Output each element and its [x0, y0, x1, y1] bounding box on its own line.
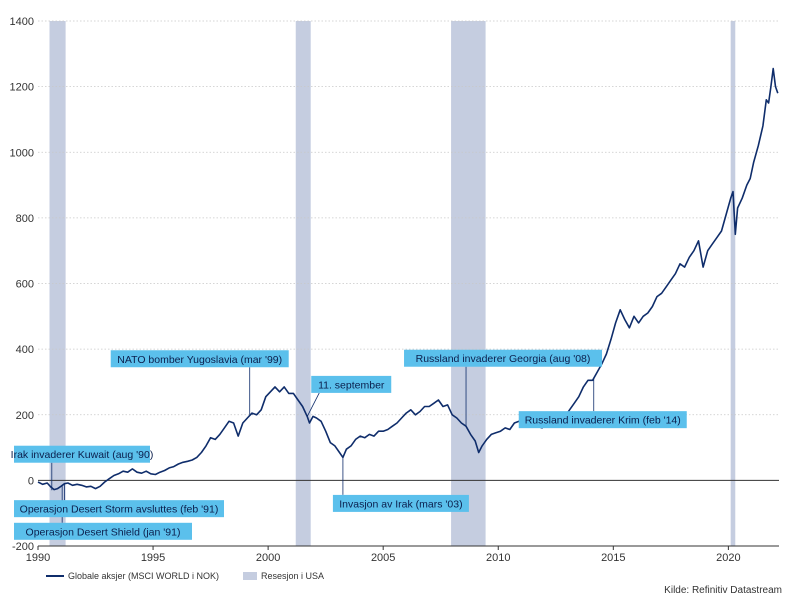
series-line — [37, 67, 779, 491]
x-tick-label: 2000 — [256, 552, 280, 564]
legend: Globale aksjer (MSCI WORLD i NOK) Resesj… — [46, 571, 324, 581]
x-tick-label: 2010 — [486, 552, 510, 564]
y-tick-label: -200 — [12, 541, 34, 553]
annotation-label: Invasjon av Irak (mars '03) — [339, 498, 462, 510]
series-layer — [37, 67, 779, 491]
x-tick-label: 1990 — [26, 552, 50, 564]
y-axis: -200 0 200 400 600 800 1000 1200 1400 — [10, 16, 34, 553]
source-note: Kilde: Refinitiv Datastream — [664, 585, 782, 596]
annotation-leader — [306, 392, 320, 417]
annotation-box — [311, 375, 392, 393]
y-tick-label: 0 — [28, 475, 34, 487]
annotation-box — [110, 350, 289, 368]
legend-series-label: Globale aksjer (MSCI WORLD i NOK) — [68, 571, 219, 581]
y-tick-label: 400 — [16, 344, 34, 356]
annotation-label: 11. september — [318, 379, 385, 391]
legend-recession-swatch — [243, 572, 257, 580]
annotations: Irak invaderer Kuwait (aug '90) Operasjon… — [11, 349, 687, 540]
recession-band — [49, 21, 66, 546]
y-tick-label: 1400 — [10, 16, 34, 28]
y-tick-label: 600 — [16, 279, 34, 291]
y-tick-label: 800 — [16, 213, 34, 225]
y-tick-label: 1200 — [10, 82, 34, 94]
recession-band — [730, 21, 736, 546]
annotation-label: Operasjon Desert Storm avsluttes (feb '9… — [20, 504, 219, 516]
annotation-box — [14, 522, 192, 540]
x-axis: 1990 1995 2000 2005 2010 2015 2020 — [26, 545, 779, 564]
annotation-box — [404, 349, 603, 367]
annotation-box — [14, 500, 224, 518]
annotation-label: Operasjon Desert Shield (jan '91) — [26, 526, 181, 538]
legend-recession-label: Resesjon i USA — [261, 571, 324, 581]
x-tick-label: 2005 — [371, 552, 395, 564]
annotation-label: Russland invaderer Georgia (aug '08) — [416, 353, 591, 365]
x-tick-label: 2015 — [601, 552, 625, 564]
annotation-label: Russland invaderer Krim (feb '14) — [525, 415, 681, 427]
annotation-box — [14, 445, 150, 463]
annotation-box — [332, 494, 469, 512]
annotation-label: NATO bomber Yugoslavia (mar '99) — [117, 354, 282, 366]
y-tick-label: 1000 — [10, 147, 34, 159]
y-tick-label: 200 — [16, 410, 34, 422]
x-tick-label: 1995 — [141, 552, 165, 564]
annotation-box — [518, 411, 687, 429]
x-tick-label: 2020 — [716, 552, 740, 564]
annotation-label: Irak invaderer Kuwait (aug '90) — [11, 449, 154, 461]
